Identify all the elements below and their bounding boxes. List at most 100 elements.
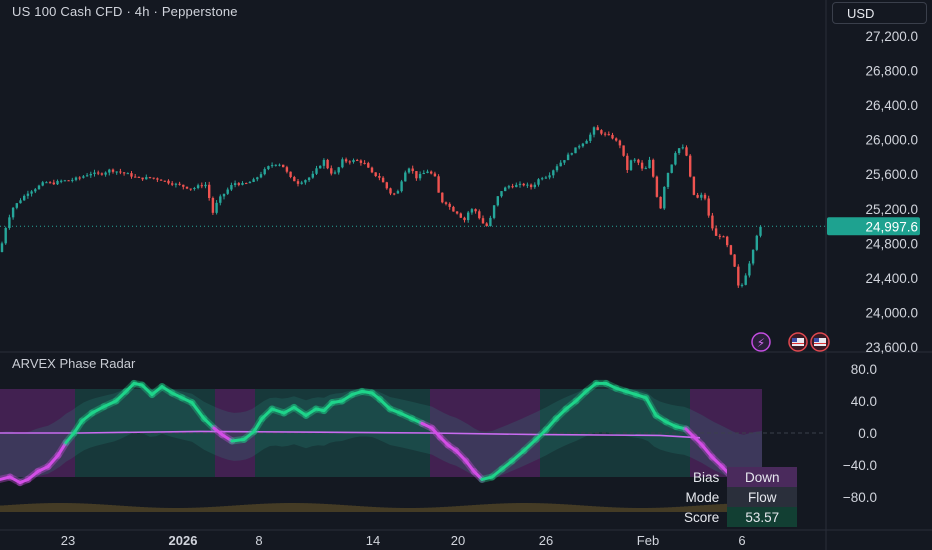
candle-body [245, 183, 248, 185]
oscillator-line [438, 435, 450, 447]
candle-body [674, 153, 677, 165]
strength-bar [44, 503, 48, 512]
symbol-title[interactable]: US 100 Cash CFD · 4h · Pepperstone [12, 4, 238, 19]
strength-bar [96, 504, 100, 512]
table-row: Mode Flow [678, 487, 798, 507]
strength-bar [676, 506, 680, 512]
indicator-title[interactable]: ARVEX Phase Radar [12, 356, 136, 371]
strength-bar [312, 503, 316, 512]
candle-body [230, 185, 233, 190]
strength-bar [32, 503, 36, 512]
strength-bar [712, 504, 716, 512]
candle-body [711, 215, 714, 229]
oscillator-line [554, 407, 568, 421]
candle-body [344, 159, 348, 162]
candle-body [307, 177, 311, 181]
strength-bar [600, 506, 604, 512]
candle-body [515, 184, 518, 188]
strength-bar [0, 505, 4, 512]
candle-body [204, 184, 207, 187]
time-tick-label: 23 [61, 533, 75, 548]
strength-bar [540, 503, 544, 512]
us-flag-icon [814, 338, 826, 346]
candle-body [430, 171, 433, 174]
candle-body [589, 134, 592, 141]
candle-body [500, 191, 503, 197]
strength-bar [220, 506, 224, 512]
candle-body [433, 173, 437, 177]
us-flag-icon [792, 338, 797, 342]
strength-bar [700, 505, 704, 512]
strength-bar [504, 503, 508, 512]
candle-body [82, 176, 85, 178]
strength-bar [288, 503, 292, 512]
candle-body [707, 198, 710, 216]
strength-bar [372, 506, 376, 512]
oscillator-line [480, 475, 494, 481]
candle-body [119, 171, 122, 173]
price-tick-label: 25,600.0 [865, 167, 918, 182]
candle-body [455, 211, 459, 214]
strength-bar [480, 504, 484, 512]
strength-bar [92, 503, 96, 512]
strength-bar [64, 503, 68, 512]
strength-bar [720, 504, 724, 512]
candle-body [629, 160, 633, 170]
strength-bar [664, 507, 668, 512]
strength-bar [568, 504, 572, 512]
candle-body [415, 171, 418, 179]
strength-bar [428, 507, 432, 512]
oscillator-tick-label: 0.0 [858, 426, 877, 441]
strength-bar [196, 507, 200, 512]
candle-body [315, 168, 318, 174]
candle-body [559, 162, 562, 167]
strength-bar [440, 507, 444, 512]
candle-body [71, 179, 74, 181]
currency-button[interactable]: USD [832, 2, 927, 24]
strength-bar [628, 507, 632, 512]
candle-body [578, 146, 581, 148]
strength-bar [388, 507, 392, 512]
candle-body [330, 168, 333, 174]
oscillator-line [564, 399, 578, 411]
strength-bar [408, 507, 412, 512]
strength-bar [424, 507, 428, 512]
indicator-info-table: Bias Down Mode Flow Score 53.57 [678, 467, 798, 527]
candle-body [233, 183, 237, 186]
oscillator-line [490, 467, 504, 479]
strength-bar [184, 507, 188, 512]
score-value: 53.57 [727, 507, 798, 527]
strength-bar [36, 503, 40, 512]
oscillator-line [80, 411, 94, 423]
price-tick-label: 24,000.0 [865, 305, 918, 320]
candle-body [692, 176, 696, 195]
strength-bar [524, 503, 528, 512]
price-tick-label: 26,000.0 [865, 133, 918, 148]
strength-bar [176, 507, 180, 512]
strength-bar [460, 505, 464, 512]
strength-bar [544, 503, 548, 512]
oscillator-line [388, 407, 402, 415]
candle-body [52, 182, 55, 185]
strength-bar [344, 505, 348, 512]
candle-body [496, 196, 499, 206]
oscillator-line [160, 385, 174, 395]
strength-bar [264, 503, 268, 512]
candle-body [319, 165, 322, 169]
candle-body [607, 134, 610, 136]
oscillator-line [72, 419, 84, 435]
strength-bar [148, 507, 152, 512]
strength-bar [116, 505, 120, 512]
oscillator-line [340, 393, 354, 403]
strength-bar [584, 505, 588, 512]
candle-body [185, 186, 189, 189]
strength-bar [208, 507, 212, 512]
strength-bar [152, 507, 156, 512]
strength-bar [284, 503, 288, 512]
oscillator-line [584, 381, 598, 393]
oscillator-tick-label: −80.0 [843, 490, 877, 505]
candle-body [378, 176, 381, 178]
time-tick-label: 20 [451, 533, 465, 548]
us-flag-icon [814, 338, 819, 342]
